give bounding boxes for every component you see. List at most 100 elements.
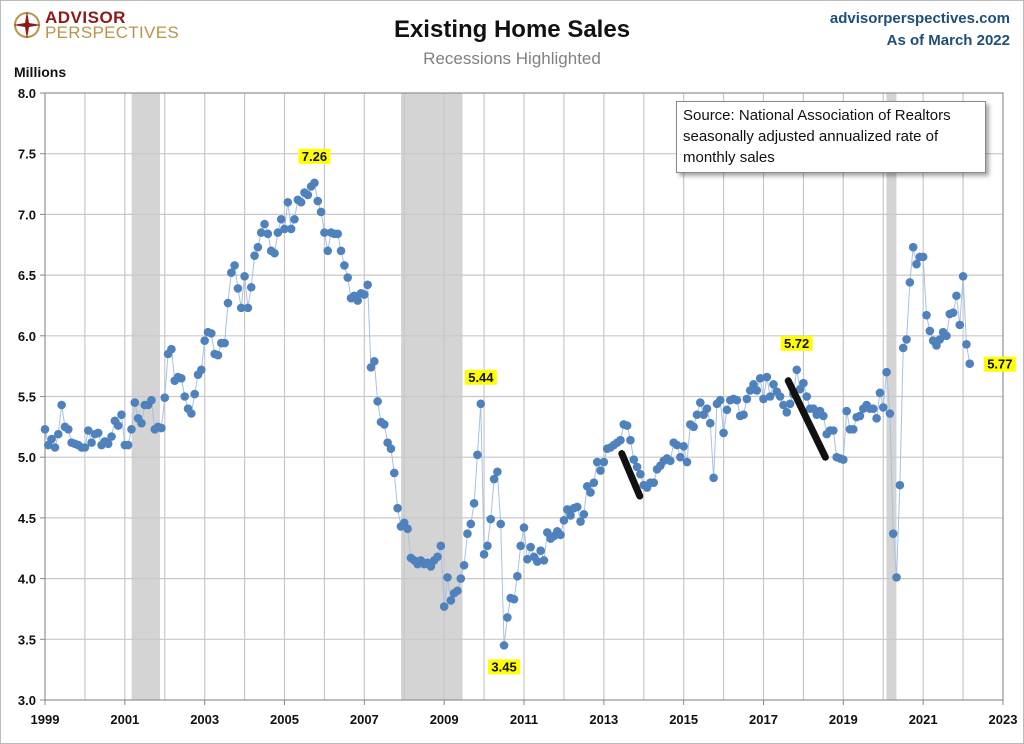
y-tick-label: 4.5 <box>18 511 36 526</box>
data-point <box>280 224 289 234</box>
source-note: Source: National Association of Realtors… <box>676 101 986 173</box>
data-point <box>516 541 525 551</box>
data-point <box>160 393 170 403</box>
data-point <box>283 197 293 207</box>
x-tick-label: 2019 <box>829 712 858 727</box>
y-tick-label: 7.5 <box>18 147 36 162</box>
data-label-highlight <box>298 148 331 164</box>
brand-logo: ADVISOR PERSPECTIVES <box>12 8 179 41</box>
data-point <box>107 432 116 441</box>
data-point <box>466 519 476 529</box>
data-point <box>755 373 765 383</box>
data-point <box>599 457 609 467</box>
data-point <box>533 557 542 566</box>
data-point <box>513 571 522 581</box>
data-point <box>875 388 885 398</box>
data-point <box>246 282 256 292</box>
data-point <box>965 359 975 369</box>
data-point <box>519 523 529 532</box>
data-point <box>672 440 682 450</box>
data-point <box>290 214 299 224</box>
data-point <box>523 554 532 564</box>
data-point <box>439 602 449 611</box>
data-point <box>40 424 50 434</box>
chart-title: Existing Home Sales <box>393 16 631 43</box>
data-point <box>632 462 642 472</box>
data-point <box>190 389 199 399</box>
site-info: advisorperspectives.com As of March 2022 <box>830 8 1010 52</box>
data-point <box>489 474 499 484</box>
data-point <box>250 251 259 260</box>
data-point <box>80 443 90 452</box>
data-point <box>233 284 243 293</box>
data-point <box>226 268 236 277</box>
data-point <box>240 272 249 281</box>
data-point <box>636 469 645 479</box>
x-tick-label: 2001 <box>110 712 139 727</box>
data-point <box>479 550 489 559</box>
data-label: 7.26 <box>302 149 327 164</box>
data-point <box>363 280 372 290</box>
data-point <box>373 397 382 406</box>
data-point <box>589 478 599 487</box>
x-tick-label: 2021 <box>909 712 938 727</box>
data-point <box>503 613 512 622</box>
data-point <box>493 467 502 477</box>
data-point <box>433 552 442 562</box>
data-point <box>556 530 565 540</box>
trend-mark-line <box>618 450 644 500</box>
data-label-highlight <box>780 335 813 351</box>
data-point <box>443 573 452 582</box>
data-point <box>742 394 752 404</box>
y-tick-label: 5.5 <box>18 390 36 405</box>
data-point <box>952 291 961 301</box>
data-point <box>695 398 705 407</box>
data-point <box>177 373 186 383</box>
data-point <box>882 367 891 377</box>
data-point <box>473 450 482 460</box>
data-point <box>499 641 509 650</box>
data-point <box>829 426 838 435</box>
data-point <box>715 395 725 405</box>
data-point <box>579 509 589 519</box>
data-point <box>127 424 136 434</box>
data-point <box>878 403 888 412</box>
data-point <box>207 329 216 338</box>
trend-mark-line <box>784 377 829 461</box>
x-tick-label: 2013 <box>589 712 618 727</box>
data-point <box>649 478 659 487</box>
data-point <box>586 488 595 497</box>
data-point <box>453 586 462 596</box>
data-point <box>839 455 848 464</box>
data-point <box>47 434 56 444</box>
data-point <box>702 404 712 413</box>
data-point <box>389 468 399 478</box>
data-point <box>303 190 313 200</box>
data-point <box>962 339 971 349</box>
data-point <box>888 529 898 538</box>
data-point <box>785 399 795 409</box>
y-tick-label: 7.0 <box>18 207 36 222</box>
x-tick-label: 2007 <box>350 712 379 727</box>
data-label: 5.44 <box>468 370 494 385</box>
data-point <box>333 229 343 239</box>
data-point <box>236 303 246 313</box>
data-point <box>682 457 692 467</box>
data-point <box>868 404 878 413</box>
x-tick-label: 1999 <box>31 712 60 727</box>
chart-subtitle: Recessions Highlighted <box>423 49 601 68</box>
brand-name-line1: ADVISOR <box>45 8 126 27</box>
data-point <box>559 516 569 525</box>
data-point <box>898 343 908 353</box>
x-tick-label: 2023 <box>989 712 1018 727</box>
data-point <box>752 386 762 395</box>
data-point <box>679 441 688 451</box>
data-point <box>200 336 209 345</box>
data-point <box>54 429 63 439</box>
data-point <box>872 414 881 423</box>
data-point <box>885 409 895 418</box>
data-point <box>403 524 412 534</box>
data-label-highlight <box>464 369 497 385</box>
data-point <box>676 452 685 462</box>
